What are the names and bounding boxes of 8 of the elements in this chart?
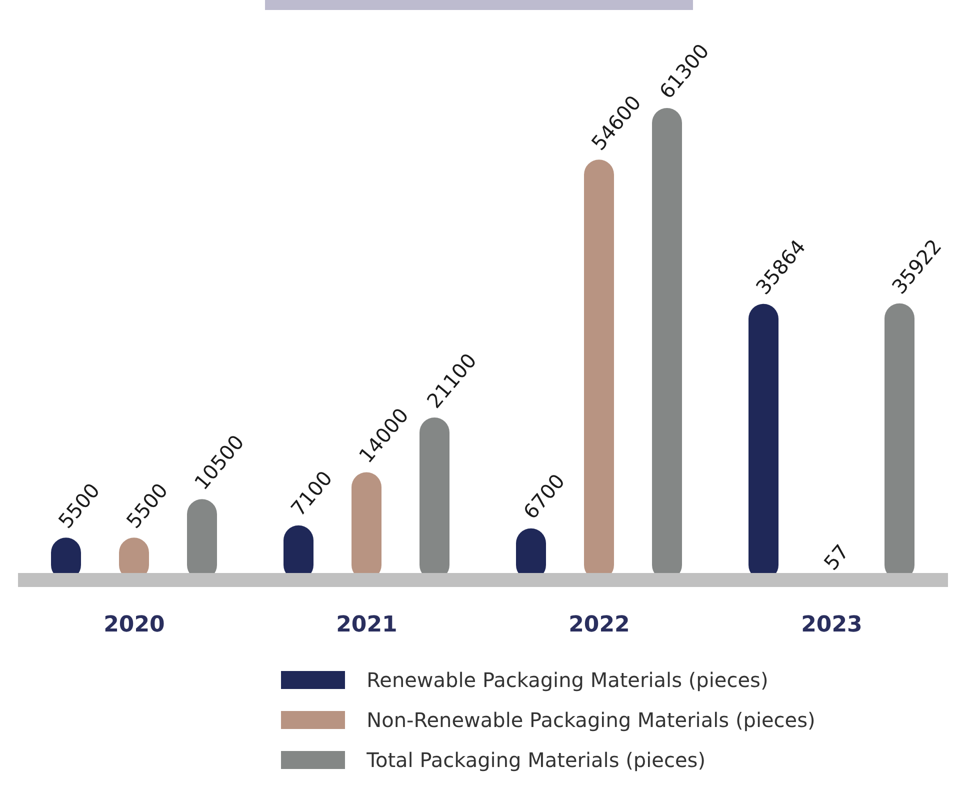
x-tick-label: 2023 [801, 612, 862, 638]
legend-label: Non-Renewable Packaging Materials (pieces) [366, 708, 816, 732]
x-tick-label: 2022 [568, 612, 630, 638]
x-tick-label: 2021 [336, 612, 398, 638]
legend-label: Renewable Packaging Materials (pieces) [366, 668, 768, 692]
x-tick-label: 2020 [104, 612, 165, 638]
data-label: 57 [818, 540, 854, 575]
legend-label: Total Packaging Materials (pieces) [366, 748, 706, 772]
